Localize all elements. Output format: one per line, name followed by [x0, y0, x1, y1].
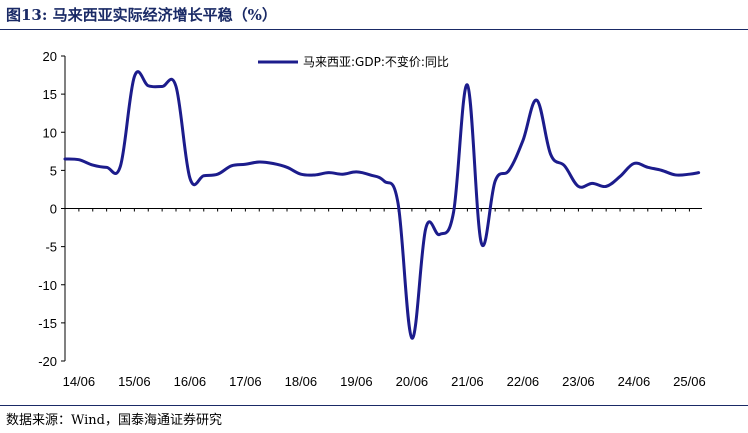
y-tick-label: 20 — [43, 49, 57, 64]
x-tick-label: 18/06 — [285, 374, 318, 389]
x-tick-label: 20/06 — [396, 374, 429, 389]
y-tick-label: -10 — [38, 278, 57, 293]
y-tick-label: -5 — [45, 240, 57, 255]
x-tick-label: 24/06 — [618, 374, 651, 389]
x-tick-label: 25/06 — [673, 374, 706, 389]
y-tick-label: 0 — [50, 202, 57, 217]
header-rule — [0, 29, 748, 30]
footer-rule — [0, 405, 748, 406]
x-tick-label: 22/06 — [507, 374, 540, 389]
legend-label: 马来西亚:GDP:不变价:同比 — [303, 54, 449, 69]
y-tick-label: -20 — [38, 354, 57, 369]
y-tick-label: 5 — [50, 163, 57, 178]
legend: 马来西亚:GDP:不变价:同比 — [258, 54, 449, 69]
series-layer — [63, 70, 701, 340]
x-tick-label: 16/06 — [174, 374, 207, 389]
series-line — [63, 70, 701, 340]
y-tick-labels: -20 -15 -10 -5 0 5 10 15 20 — [38, 49, 57, 369]
line-chart: -20 -15 -10 -5 0 5 10 15 20 14/06 15/06 16/06 17/06… — [38, 49, 706, 389]
x-tick-label: 14/06 — [63, 374, 96, 389]
x-tick-label: 19/06 — [340, 374, 373, 389]
x-tick-label: 15/06 — [118, 374, 151, 389]
y-tick-label: 10 — [43, 125, 57, 140]
x-tick-label: 21/06 — [451, 374, 484, 389]
y-tick-label: -15 — [38, 316, 57, 331]
x-tick-label: 23/06 — [562, 374, 595, 389]
x-tick-labels: 14/06 15/06 16/06 17/06 18/06 19/06 20/06 21/06… — [63, 374, 706, 389]
axes — [61, 55, 702, 362]
source-note: 数据来源：Wind，国泰海通证券研究 — [6, 413, 222, 428]
chart-title: 图13: 马来西亚实际经济增长平稳（%） — [6, 6, 277, 24]
x-tick-label: 17/06 — [229, 374, 262, 389]
y-tick-label: 15 — [43, 87, 57, 102]
